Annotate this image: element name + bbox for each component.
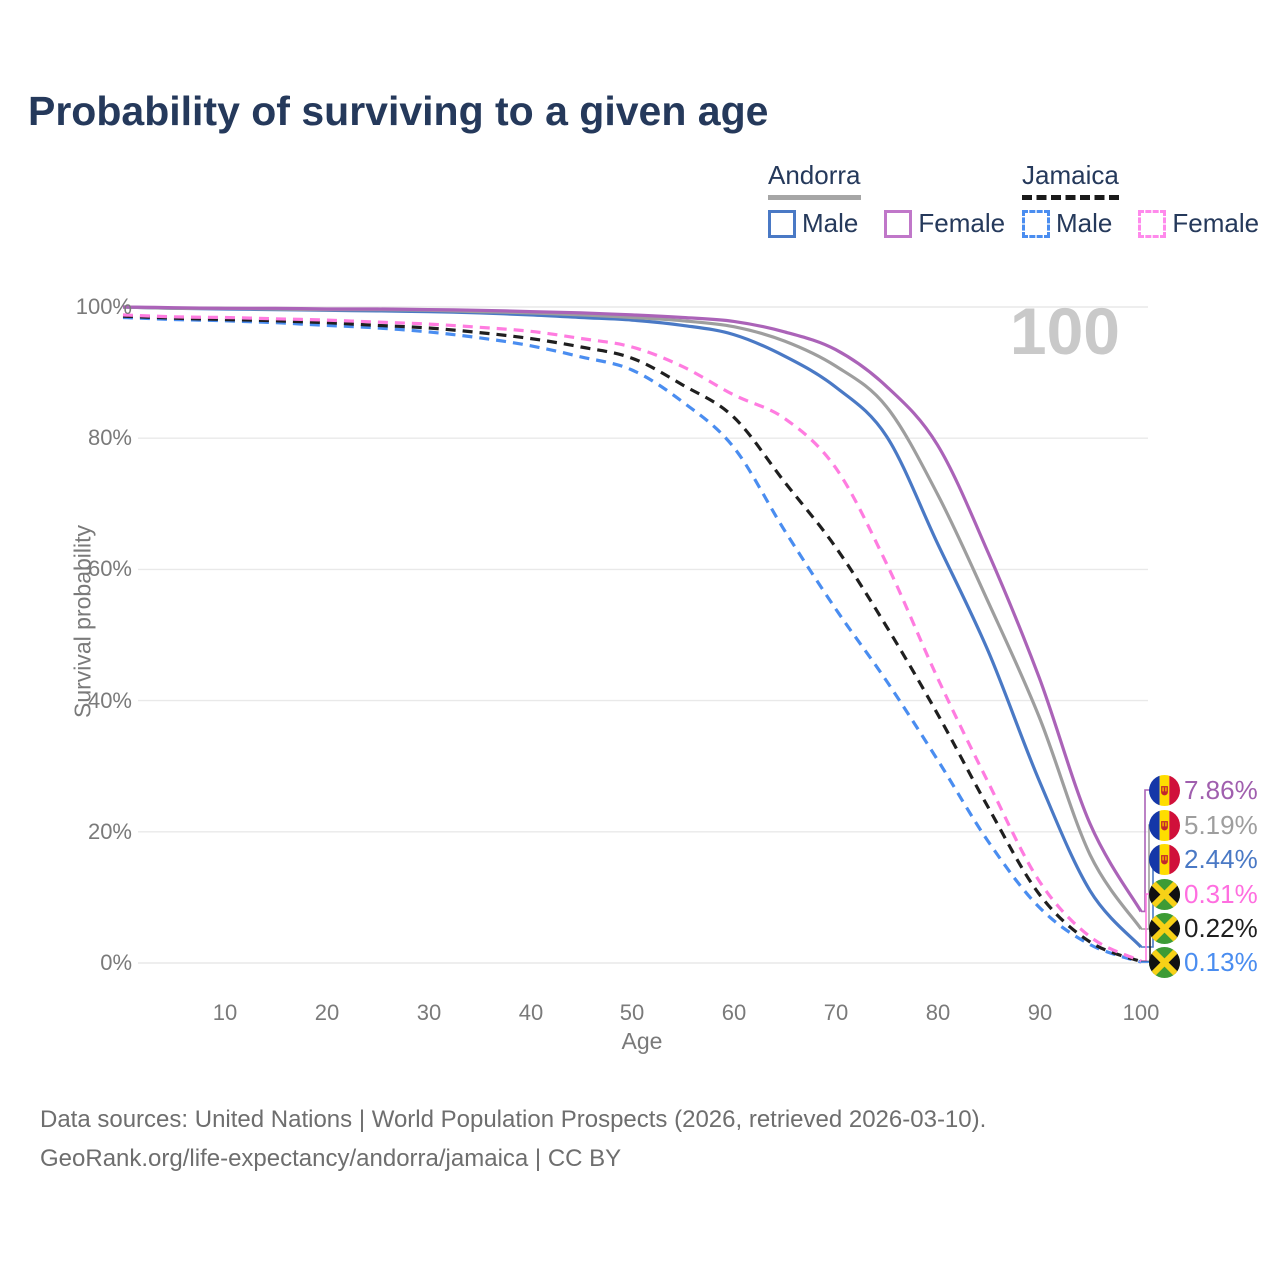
legend-swatch-jamaica-female[interactable] (1138, 209, 1167, 238)
jamaica-flag-icon (1149, 946, 1180, 978)
jamaica-flag-icon (1149, 878, 1180, 910)
y-tick-20: 20% (87, 819, 132, 844)
andorra-flag-icon (1149, 809, 1180, 841)
end-label-jamaica-male[interactable]: 0.13% (1149, 946, 1258, 978)
jamaica-flag-icon (1149, 912, 1180, 944)
legend-label-andorra-male[interactable]: Male (802, 208, 859, 238)
legend-swatch-andorra-male[interactable] (768, 209, 796, 238)
curve-andorra-female[interactable] (122, 305, 1143, 913)
y-tick-40: 40% (87, 688, 132, 713)
legend-group-jamaica: Jamaica Male Female (1022, 160, 1280, 239)
x-tick-70: 70 (823, 1000, 849, 1025)
x-tick-100: 100 (1122, 1000, 1160, 1025)
y-tick-0: 0% (100, 950, 132, 975)
end-value: 0.31% (1184, 878, 1258, 909)
curve-andorra-male[interactable] (122, 305, 1143, 949)
age-watermark: 100 (1009, 294, 1120, 368)
label-connector-andorra-female (1141, 789, 1150, 913)
page-title: Probability of surviving to a given age (28, 88, 769, 134)
end-label-andorra-male[interactable]: 2.44% (1149, 843, 1258, 875)
curve-jamaica-male[interactable] (122, 315, 1142, 964)
end-label-jamaica-both[interactable]: 0.22% (1149, 912, 1258, 944)
end-value: 2.44% (1184, 843, 1258, 874)
x-tick-30: 30 (416, 1000, 442, 1025)
end-value: 0.22% (1184, 912, 1258, 943)
y-axis-title: Survival probability (69, 524, 96, 719)
legend-swatch-andorra-female[interactable] (884, 209, 913, 238)
curve-andorra-both-sexes[interactable] (122, 305, 1143, 930)
y-tick-100: 100% (75, 294, 132, 319)
legend-country-andorra[interactable]: Andorra (768, 160, 861, 200)
x-tick-50: 50 (619, 1000, 645, 1025)
x-tick-20: 20 (314, 1000, 340, 1025)
legend-label-jamaica-male[interactable]: Male (1056, 208, 1113, 238)
legend-group-andorra: Andorra Male Female (768, 160, 1031, 239)
end-label-jamaica-female[interactable]: 0.31% (1149, 878, 1258, 910)
end-value: 0.13% (1184, 946, 1258, 977)
legend-label-andorra-female[interactable]: Female (918, 208, 1006, 238)
legend-country-jamaica[interactable]: Jamaica (1022, 160, 1119, 200)
x-axis-title: Age (621, 1028, 663, 1054)
attribution-text: GeoRank.org/life-expectancy/andorra/jama… (40, 1145, 622, 1172)
legend-label-jamaica-female[interactable]: Female (1172, 208, 1260, 238)
curve-jamaica-both-sexes[interactable] (122, 314, 1142, 964)
x-tick-60: 60 (721, 1000, 747, 1025)
y-tick-60: 60% (87, 556, 132, 581)
andorra-flag-icon (1149, 774, 1180, 806)
legend-swatch-jamaica-male[interactable] (1022, 209, 1050, 238)
x-tick-10: 10 (212, 1000, 238, 1025)
y-tick-80: 80% (87, 425, 132, 450)
end-value: 7.86% (1184, 774, 1258, 805)
x-tick-40: 40 (518, 1000, 544, 1025)
x-tick-80: 80 (925, 1000, 951, 1025)
data-sources-text: Data sources: United Nations | World Pop… (40, 1106, 987, 1133)
end-label-andorra-female[interactable]: 7.86% (1149, 774, 1258, 806)
end-value: 5.19% (1184, 809, 1258, 840)
x-tick-90: 90 (1027, 1000, 1053, 1025)
curve-jamaica-female[interactable] (122, 313, 1142, 963)
end-label-andorra-both[interactable]: 5.19% (1149, 809, 1258, 841)
andorra-flag-icon (1149, 843, 1180, 875)
